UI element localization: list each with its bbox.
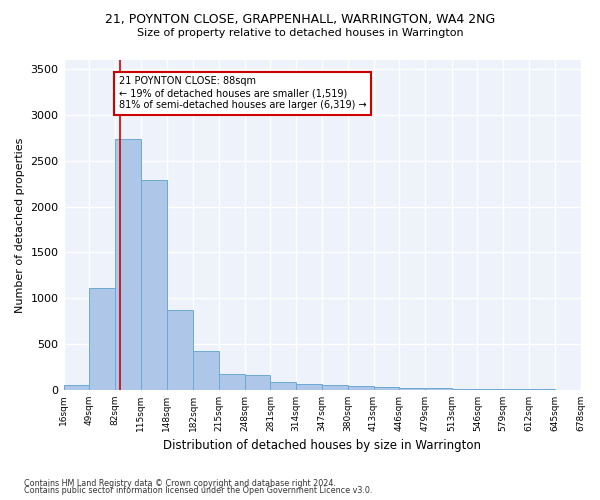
Text: Contains public sector information licensed under the Open Government Licence v3: Contains public sector information licen… [24,486,373,495]
Bar [348,386,374,390]
Bar [167,310,193,390]
Y-axis label: Number of detached properties: Number of detached properties [15,138,25,312]
Text: 21, POYNTON CLOSE, GRAPPENHALL, WARRINGTON, WA4 2NG: 21, POYNTON CLOSE, GRAPPENHALL, WARRINGT… [105,12,495,26]
Bar [503,389,529,390]
Bar [478,389,503,390]
Bar [322,386,348,390]
Bar [296,384,322,390]
Bar [425,388,452,390]
Bar [64,385,89,390]
Text: 21 POYNTON CLOSE: 88sqm
← 19% of detached houses are smaller (1,519)
81% of semi: 21 POYNTON CLOSE: 88sqm ← 19% of detache… [119,76,367,110]
Bar [245,375,271,390]
Text: Size of property relative to detached houses in Warrington: Size of property relative to detached ho… [137,28,463,38]
Bar [452,388,478,390]
Bar [193,351,219,390]
Bar [115,139,141,390]
Bar [219,374,245,390]
X-axis label: Distribution of detached houses by size in Warrington: Distribution of detached houses by size … [163,440,481,452]
Bar [400,388,425,390]
Bar [271,382,296,390]
Bar [89,288,115,390]
Bar [141,180,167,390]
Bar [374,387,400,390]
Text: Contains HM Land Registry data © Crown copyright and database right 2024.: Contains HM Land Registry data © Crown c… [24,478,336,488]
